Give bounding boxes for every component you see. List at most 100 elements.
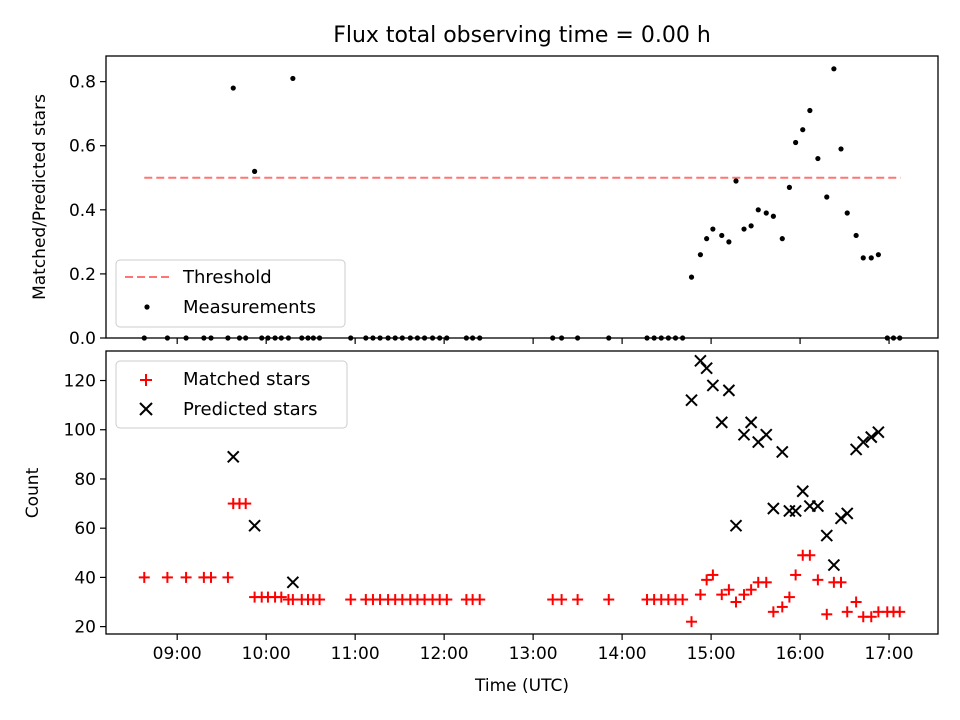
measurements-point bbox=[824, 194, 830, 200]
matched-stars-point bbox=[894, 606, 906, 618]
y-tick-label: 0.6 bbox=[69, 137, 96, 157]
bottom-panel-frame bbox=[105, 350, 939, 635]
predicted-stars-point bbox=[760, 428, 773, 441]
matched-stars-point bbox=[161, 571, 173, 583]
x-tick-label: 09:00 bbox=[153, 644, 202, 664]
y-tick-label: 0.0 bbox=[69, 329, 96, 349]
measurements-point bbox=[815, 155, 821, 162]
predicted-stars-point bbox=[737, 428, 751, 441]
top-legend: Threshold Measurements bbox=[115, 259, 346, 328]
measurements-point bbox=[710, 226, 716, 232]
matched-stars-point bbox=[474, 594, 486, 606]
predicted-stars-point bbox=[729, 519, 743, 532]
y-tick-label: 120 bbox=[64, 372, 96, 392]
x-tick-label: 15:00 bbox=[687, 644, 736, 664]
matched-stars-point bbox=[835, 576, 847, 588]
matched-stars-point bbox=[850, 596, 862, 608]
legend-measurements-swatch bbox=[144, 304, 150, 310]
measurements-point bbox=[831, 66, 837, 72]
matched-stars-point bbox=[767, 606, 779, 618]
predicted-stars-point bbox=[811, 499, 825, 513]
measurements-point bbox=[800, 127, 806, 133]
matched-stars-point bbox=[180, 571, 192, 583]
predicted-stars-point bbox=[744, 416, 758, 429]
measurements-point bbox=[875, 252, 881, 258]
measurements-point bbox=[755, 207, 761, 213]
legend-predicted-label: Predicted stars bbox=[183, 399, 317, 420]
predicted-stars-point bbox=[820, 529, 833, 542]
matched-stars-point bbox=[812, 574, 824, 586]
matched-stars-point bbox=[865, 611, 877, 623]
x-tick-label: 17:00 bbox=[865, 644, 914, 664]
matched-stars-point bbox=[790, 569, 802, 581]
matched-stars-point bbox=[314, 594, 326, 606]
top-panel-frame bbox=[105, 55, 939, 339]
measurements-point bbox=[230, 85, 236, 91]
predicted-stars-point bbox=[872, 426, 885, 439]
measurements-point bbox=[779, 236, 785, 242]
matched-stars-point bbox=[138, 571, 150, 583]
top-panel: 0.00.20.40.60.8 Matched/Predicted stars … bbox=[30, 55, 939, 349]
measurements-point bbox=[770, 213, 776, 219]
measurements-point bbox=[733, 178, 739, 184]
y-tick-label: 60 bbox=[74, 519, 96, 539]
legend-predicted-swatch bbox=[139, 402, 153, 416]
bottom-legend: Matched stars Predicted stars bbox=[115, 360, 348, 429]
legend-matched-label: Matched stars bbox=[183, 369, 310, 390]
measurements-point bbox=[807, 107, 813, 114]
matched-stars-point bbox=[783, 591, 795, 603]
predicted-stars-point bbox=[827, 558, 841, 572]
matched-stars-point bbox=[760, 576, 772, 588]
measurements-point bbox=[741, 226, 747, 232]
top-legend-box bbox=[115, 259, 346, 328]
legend-matched-swatch bbox=[140, 374, 152, 386]
matched-stars-point bbox=[821, 608, 833, 620]
measurements-point bbox=[704, 236, 710, 242]
legend-threshold-label: Threshold bbox=[182, 267, 272, 288]
x-tick-label: 13:00 bbox=[509, 644, 558, 664]
predicted-stars-point bbox=[715, 416, 728, 429]
y-tick-label: 0.8 bbox=[69, 73, 96, 93]
y-tick-label: 40 bbox=[74, 568, 96, 588]
measurements-point bbox=[868, 255, 874, 261]
y-tick-label: 100 bbox=[64, 421, 96, 441]
matched-stars-point bbox=[572, 594, 584, 606]
matched-stars-point bbox=[677, 594, 689, 606]
matched-stars-point bbox=[841, 606, 853, 618]
predicted-stars-point bbox=[706, 379, 720, 392]
matched-stars-point bbox=[441, 594, 453, 606]
x-tick-label: 16:00 bbox=[776, 644, 825, 664]
matched-stars-point bbox=[345, 594, 357, 606]
y-tick-label: 80 bbox=[74, 470, 96, 490]
x-tick-label: 10:00 bbox=[242, 644, 291, 664]
measurements-point bbox=[786, 184, 792, 190]
matched-stars-point bbox=[686, 616, 698, 628]
predicted-stars-point bbox=[796, 485, 809, 498]
y-tick-label: 0.2 bbox=[69, 265, 96, 285]
matched-stars-point bbox=[603, 594, 615, 606]
bottom-legend-box bbox=[115, 360, 348, 429]
measurements-point bbox=[748, 223, 754, 229]
y-tick-label: 0.4 bbox=[69, 201, 96, 221]
matched-stars-point bbox=[716, 589, 728, 601]
matched-stars-point bbox=[205, 571, 217, 583]
matched-stars-point bbox=[701, 574, 713, 586]
y-tick-label: 20 bbox=[74, 618, 96, 638]
predicted-stars-point bbox=[227, 450, 240, 464]
predicted-stars-point bbox=[841, 507, 854, 520]
measurements-point bbox=[252, 168, 258, 174]
measurements-point bbox=[838, 146, 844, 152]
measurements-point bbox=[719, 232, 725, 239]
predicted-stars-point bbox=[700, 362, 713, 375]
matched-stars-point bbox=[694, 589, 706, 601]
x-tick-label: 11:00 bbox=[331, 644, 380, 664]
matched-stars-point bbox=[556, 594, 568, 606]
matched-stars-point bbox=[723, 584, 735, 596]
predicted-stars-point bbox=[776, 445, 789, 459]
matched-stars-point bbox=[730, 596, 742, 608]
measurements-point bbox=[860, 255, 866, 261]
predicted-stars-point bbox=[248, 519, 261, 532]
measurements-point bbox=[793, 139, 799, 146]
